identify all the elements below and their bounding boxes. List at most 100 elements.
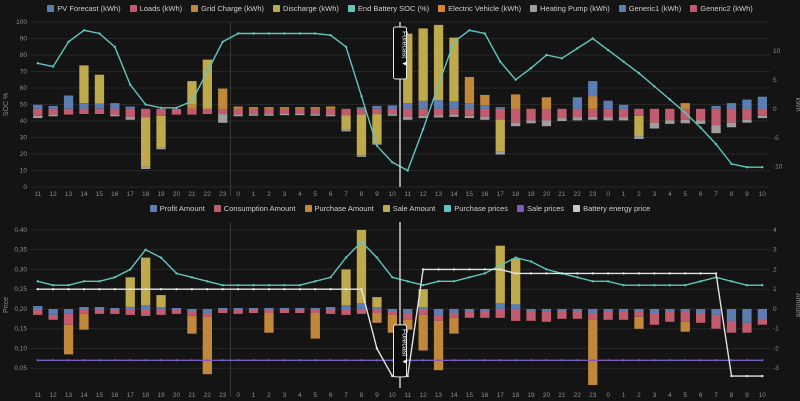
svg-text:18: 18	[512, 191, 520, 198]
svg-text:10: 10	[759, 392, 767, 399]
svg-text:13: 13	[435, 392, 443, 399]
svg-text:0,30: 0,30	[14, 266, 27, 273]
legend-item-sale-prices[interactable]: Sale prices	[517, 204, 564, 213]
svg-text:8: 8	[730, 191, 734, 198]
legend-item-electric-vehicle-kwh[interactable]: Electric Vehicle (kWh)	[438, 4, 521, 13]
svg-text:3: 3	[283, 392, 287, 399]
legend-swatch	[47, 4, 55, 12]
svg-text:8: 8	[360, 191, 364, 198]
svg-text:4: 4	[668, 191, 672, 198]
svg-text:14: 14	[450, 191, 458, 198]
svg-text:2: 2	[267, 191, 271, 198]
svg-text:15: 15	[466, 191, 474, 198]
svg-text:7: 7	[714, 191, 718, 198]
legend-swatch	[530, 4, 538, 12]
svg-text:3: 3	[653, 392, 657, 399]
svg-text:4: 4	[298, 392, 302, 399]
svg-text:-10: -10	[773, 164, 783, 171]
svg-text:23: 23	[589, 191, 597, 198]
legend-item-consumption-amount[interactable]: Consumption Amount	[213, 203, 296, 213]
svg-text:14: 14	[80, 191, 88, 198]
svg-text:-3: -3	[773, 365, 779, 372]
svg-text:23: 23	[219, 191, 227, 198]
svg-text:2: 2	[637, 392, 641, 399]
svg-text:12: 12	[420, 392, 428, 399]
legend-item-profit-amount[interactable]: Profit Amount	[149, 204, 205, 213]
svg-text:9: 9	[745, 191, 749, 198]
svg-text:1: 1	[252, 191, 256, 198]
svg-text:0: 0	[773, 106, 777, 113]
svg-text:9: 9	[375, 392, 379, 399]
svg-text:1: 1	[622, 392, 626, 399]
svg-text:0,10: 0,10	[14, 345, 27, 352]
legend-swatch	[304, 204, 312, 212]
legend-item-generic2-kwh[interactable]: Generic2 (kWh)	[690, 4, 753, 13]
svg-text:17: 17	[127, 191, 135, 198]
legend-item-sale-amount[interactable]: Sale Amount	[382, 204, 435, 213]
svg-text:0: 0	[606, 392, 610, 399]
svg-text:20: 20	[173, 392, 181, 399]
legend-item-purchase-amount[interactable]: Purchase Amount	[304, 203, 374, 213]
svg-text:22: 22	[574, 191, 582, 198]
legend-item-heating-pump-kwh[interactable]: Heating Pump (kWh)	[530, 4, 610, 13]
svg-text:0,15: 0,15	[14, 326, 27, 333]
svg-text:5: 5	[683, 191, 687, 198]
svg-text:4: 4	[298, 191, 302, 198]
legend-item-battery-energy-price[interactable]: Battery energy price	[573, 204, 650, 213]
svg-text:1: 1	[773, 286, 777, 293]
svg-text:19: 19	[157, 392, 165, 399]
svg-text:8: 8	[360, 392, 364, 399]
svg-text:13: 13	[65, 191, 73, 198]
svg-text:18: 18	[142, 392, 150, 399]
legend-item-grid-charge-kwh[interactable]: Grid Charge (kWh)	[191, 4, 264, 13]
svg-text:11: 11	[34, 392, 41, 399]
svg-text:100: 100	[16, 19, 27, 26]
svg-text:2: 2	[267, 392, 271, 399]
legend-item-discharge-kwh[interactable]: Discharge (kWh)	[273, 4, 339, 13]
svg-text:1: 1	[252, 392, 256, 399]
svg-text:16: 16	[481, 392, 489, 399]
svg-text:18: 18	[142, 191, 150, 198]
svg-text:16: 16	[481, 191, 489, 198]
svg-text:90: 90	[20, 36, 28, 43]
legend-item-end-battery-soc[interactable]: End Battery SOC (%)	[347, 4, 429, 13]
svg-text:7: 7	[344, 191, 348, 198]
svg-text:0,25: 0,25	[14, 286, 27, 293]
legend-item-purchase-prices[interactable]: Purchase prices	[444, 204, 508, 213]
svg-text:Amount: Amount	[794, 293, 800, 317]
legend-label: Consumption Amount	[223, 203, 296, 213]
legend-item-pv-forecast-kwh[interactable]: PV Forecast (kWh)	[47, 3, 121, 13]
legend-label: Purchase Amount	[314, 203, 374, 213]
svg-text:20: 20	[20, 151, 28, 158]
legend-swatch	[517, 204, 525, 212]
legend-swatch	[438, 4, 446, 12]
svg-text:40: 40	[20, 118, 28, 125]
svg-text:17: 17	[497, 191, 505, 198]
svg-text:18: 18	[512, 392, 520, 399]
price-chart-canvas[interactable]: 0,05 0,10 0,15 0,20 0,25 0,30 0,35 0,40 -3 -2 -1 0 1…	[0, 216, 800, 401]
legend-item-generic1-kwh[interactable]: Generic1 (kWh)	[618, 4, 681, 13]
legend-label: Loads (kWh)	[139, 3, 183, 13]
legend-item-loads-kwh[interactable]: Loads (kWh)	[129, 3, 183, 13]
svg-text:30: 30	[20, 135, 28, 142]
legend-swatch	[129, 4, 137, 12]
svg-text:70: 70	[20, 69, 28, 76]
svg-text:21: 21	[188, 392, 196, 399]
svg-text:10: 10	[20, 168, 28, 175]
svg-text:5: 5	[313, 392, 317, 399]
svg-text:21: 21	[558, 191, 566, 198]
svg-text:12: 12	[50, 191, 58, 198]
svg-text:21: 21	[558, 392, 566, 399]
svg-text:4: 4	[668, 392, 672, 399]
svg-text:21: 21	[188, 191, 196, 198]
legend-swatch	[213, 204, 221, 212]
svg-text:10: 10	[389, 191, 397, 198]
svg-text:15: 15	[96, 392, 104, 399]
svg-text:13: 13	[65, 392, 73, 399]
svg-text:kWh: kWh	[794, 98, 800, 112]
legend-label: PV Forecast (kWh)	[57, 3, 121, 13]
svg-text:14: 14	[80, 392, 88, 399]
legend-label: Generic2 (kWh)	[700, 3, 753, 13]
